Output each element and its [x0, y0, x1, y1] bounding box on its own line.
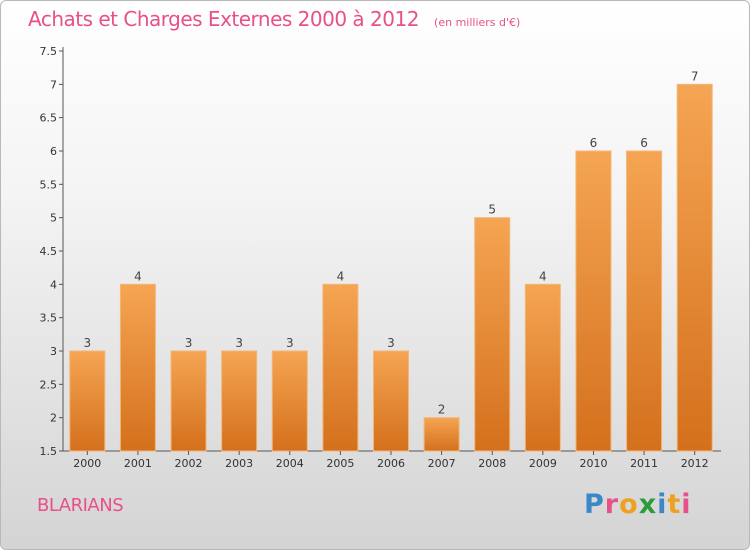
- x-tick-label: 2004: [276, 457, 304, 470]
- logo-letter: x: [638, 489, 658, 520]
- y-tick-label: 2: [50, 412, 57, 425]
- x-tick-label: 2000: [73, 457, 101, 470]
- data-label: 5: [488, 203, 496, 217]
- data-label: 3: [235, 336, 243, 350]
- chart-subtitle: (en milliers d'€): [434, 16, 521, 29]
- y-tick-label: 3.5: [40, 312, 58, 325]
- bar: [69, 350, 106, 452]
- bar: [626, 150, 663, 452]
- bar: [221, 350, 258, 452]
- logo-letter: o: [619, 489, 639, 520]
- y-tick-label: 5.5: [40, 178, 58, 191]
- data-label: 4: [134, 269, 142, 283]
- x-tick-label: 2006: [377, 457, 405, 470]
- data-label: 6: [640, 136, 648, 150]
- title-block: Achats et Charges Externes 2000 à 2012 (…: [28, 7, 520, 31]
- logo-letter: t: [667, 489, 682, 520]
- bar: [423, 417, 460, 452]
- x-tick-label: 2009: [529, 457, 557, 470]
- y-tick-label: 1.5: [40, 445, 58, 458]
- x-tick-label: 2002: [175, 457, 203, 470]
- x-tick-label: 2012: [681, 457, 709, 470]
- data-label: 4: [539, 269, 547, 283]
- data-label: 4: [337, 269, 345, 283]
- x-tick-label: 2003: [225, 457, 253, 470]
- logo-letter: P: [584, 489, 605, 520]
- x-tick-label: 2010: [579, 457, 607, 470]
- commune-name: BLARIANS: [37, 495, 124, 516]
- x-tick-label: 2008: [478, 457, 506, 470]
- y-tick-label: 4: [50, 278, 57, 291]
- y-tick-label: 6.5: [40, 112, 58, 125]
- logo-letter: r: [604, 489, 620, 520]
- x-tick-label: 2007: [428, 457, 456, 470]
- data-label: 3: [83, 336, 91, 350]
- logo-letter: i: [657, 489, 668, 520]
- data-label: 2: [438, 403, 446, 417]
- y-tick-label: 4.5: [40, 245, 58, 258]
- y-tick-label: 7.5: [40, 45, 58, 58]
- data-label: 3: [286, 336, 294, 350]
- bar: [271, 350, 308, 452]
- bar: [575, 150, 612, 452]
- y-tick-label: 5: [50, 212, 57, 225]
- bar: [676, 83, 713, 452]
- bar: [373, 350, 409, 452]
- bar: [170, 350, 207, 452]
- y-tick-label: 7: [50, 78, 57, 91]
- bar: [322, 283, 359, 452]
- chart-title: Achats et Charges Externes 2000 à 2012: [28, 7, 419, 31]
- y-tick-label: 3: [50, 345, 57, 358]
- logo-letter: i: [681, 489, 692, 520]
- data-label: 7: [691, 69, 699, 83]
- x-tick-label: 2011: [630, 457, 658, 470]
- x-tick-label: 2005: [326, 457, 354, 470]
- x-tick-label: 2001: [124, 457, 152, 470]
- y-tick-label: 6: [50, 145, 57, 158]
- y-tick-label: 2.5: [40, 378, 58, 391]
- data-label: 3: [387, 336, 395, 350]
- bar: [119, 283, 156, 452]
- bar: [474, 217, 511, 452]
- data-label: 3: [185, 336, 193, 350]
- bar: [524, 283, 561, 452]
- proxiti-logo[interactable]: Proxiti: [584, 489, 692, 520]
- data-label: 6: [590, 136, 598, 150]
